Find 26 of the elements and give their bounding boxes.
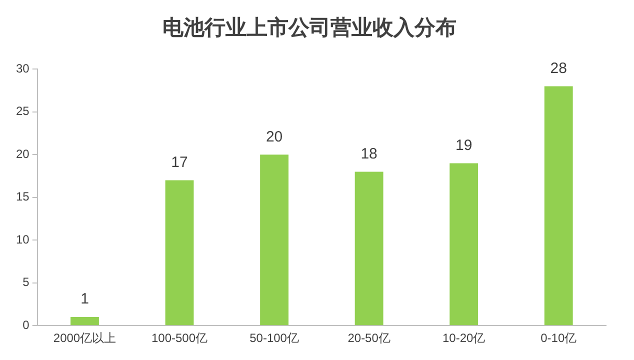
- y-tick-label: 0: [22, 318, 30, 332]
- bar: [354, 172, 384, 326]
- data-label: 20: [266, 128, 283, 146]
- x-tick-label: 2000亿以上: [53, 331, 116, 346]
- x-tick-label: 10-20亿: [442, 331, 486, 346]
- data-label: 1: [80, 290, 89, 308]
- data-label: 19: [455, 136, 472, 154]
- y-tick-label: 15: [16, 190, 30, 204]
- x-tick-label: 100-500亿: [151, 331, 208, 346]
- y-tick-label: 10: [16, 232, 30, 246]
- data-label: 28: [550, 60, 567, 77]
- data-label: 17: [171, 154, 188, 171]
- y-tick-label: 30: [16, 62, 30, 76]
- x-tick-label: 50-100亿: [250, 331, 299, 346]
- y-tick-label: 25: [16, 104, 30, 118]
- bar: [450, 163, 478, 326]
- chart-title: 电池行业上市公司营业收入分布: [162, 15, 456, 40]
- bar: [165, 180, 194, 326]
- bar: [260, 154, 289, 326]
- x-tick-label: 0-10亿: [540, 331, 577, 346]
- y-tick-label: 20: [16, 146, 30, 161]
- y-tick-label: 5: [22, 275, 30, 290]
- data-label: 18: [360, 145, 378, 162]
- bar: [544, 86, 573, 326]
- bar: [70, 317, 99, 326]
- x-tick-label: 20-50亿: [348, 331, 390, 346]
